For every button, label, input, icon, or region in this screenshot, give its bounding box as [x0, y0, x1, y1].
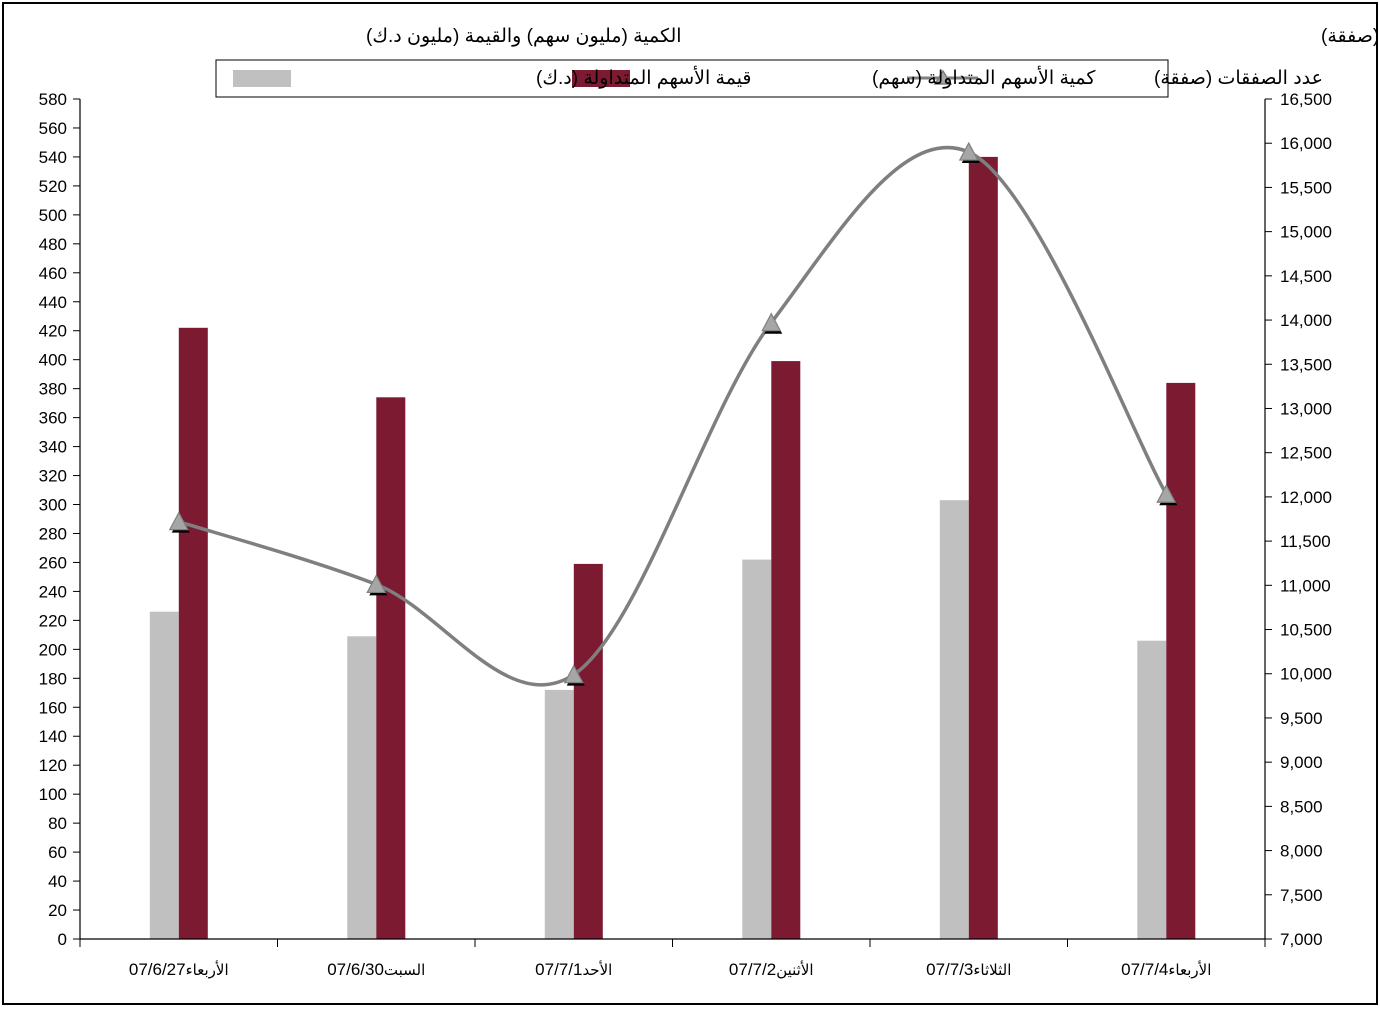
right-tick-label: 10,000: [1280, 665, 1332, 684]
left-axis-title: الكمية (مليون سهم) والقيمة (مليون د.ك): [366, 26, 682, 47]
right-tick-label: 11,500: [1280, 532, 1331, 551]
left-tick-label: 160: [39, 698, 67, 717]
left-tick-label: 140: [39, 727, 67, 746]
deals-marker: [563, 664, 584, 684]
left-tick-label: 60: [48, 843, 67, 862]
value-bar: [347, 636, 377, 939]
right-tick-label: 14,500: [1280, 267, 1332, 286]
left-tick-label: 360: [39, 409, 67, 428]
legend: عدد الصفقات (صفقة) كمية الأسهم المتداولة…: [215, 59, 1323, 98]
left-tick-label: 80: [48, 814, 67, 833]
left-tick-label: 180: [39, 669, 67, 688]
deals-marker: [366, 574, 387, 594]
legend-label-quantity: كمية الأسهم المتداولة (سهم): [872, 66, 1096, 89]
left-tick-label: 100: [39, 785, 67, 804]
left-tick-label: 440: [39, 293, 67, 312]
left-tick-label: 260: [39, 553, 67, 572]
left-tick-label: 380: [39, 380, 67, 399]
right-tick-label: 10,500: [1280, 621, 1332, 640]
left-tick-label: 420: [39, 322, 67, 341]
deals-marker: [1156, 483, 1177, 503]
quantity-bar: [376, 397, 406, 939]
deals-marker: [761, 312, 782, 332]
right-tick-label: 8,000: [1280, 842, 1323, 861]
value-bar: [1137, 640, 1167, 939]
left-tick-label: 520: [39, 177, 67, 196]
legend-value-swatch: [233, 70, 291, 87]
x-tick-label: 07/7/1الأحد: [535, 960, 612, 979]
left-tick-label: 560: [39, 119, 67, 138]
right-axis-title: عدد الصفقات (صفقة): [1321, 26, 1380, 47]
right-tick-label: 15,500: [1280, 178, 1332, 197]
right-tick-label: 8,500: [1280, 797, 1323, 816]
right-tick-label: 12,500: [1280, 444, 1332, 463]
quantity-bar: [968, 156, 998, 939]
left-tick-label: 400: [39, 351, 67, 370]
right-tick-label: 13,500: [1280, 355, 1332, 374]
right-tick-label: 11,000: [1280, 576, 1331, 595]
left-tick-label: 200: [39, 640, 67, 659]
right-tick-label: 14,000: [1280, 311, 1332, 330]
x-tick-label: 07/6/30السبت: [327, 960, 425, 979]
left-tick-label: 580: [39, 90, 67, 109]
left-tick-label: 300: [39, 496, 67, 515]
value-bar: [149, 611, 179, 939]
left-tick-label: 500: [39, 206, 67, 225]
right-tick-label: 13,000: [1280, 399, 1332, 418]
legend-item-quantity: كمية الأسهم المتداولة (سهم): [572, 66, 1096, 89]
right-tick-label: 7,500: [1280, 886, 1323, 905]
legend-label-value: قيمة الأسهم المتداولة (د.ك): [536, 66, 752, 89]
quantity-bar: [771, 361, 801, 940]
left-tick-label: 320: [39, 467, 67, 486]
left-tick-label: 460: [39, 264, 67, 283]
right-tick-label: 9,500: [1280, 709, 1323, 728]
quantity-bar: [1166, 382, 1196, 939]
legend-marker-triangle-icon: [933, 69, 953, 85]
legend-item-value: قيمة الأسهم المتداولة (د.ك): [233, 66, 752, 89]
legend-label-deals: عدد الصفقات (صفقة): [1154, 68, 1323, 89]
quantity-bar: [178, 327, 208, 939]
value-bar: [544, 689, 574, 939]
x-tick-label: 07/6/27الأربعاء: [129, 960, 229, 979]
right-tick-label: 16,500: [1280, 90, 1332, 109]
right-tick-label: 9,000: [1280, 753, 1323, 772]
deals-marker: [168, 511, 189, 531]
left-tick-label: 340: [39, 438, 67, 457]
legend-item-deals: عدد الصفقات (صفقة): [907, 68, 1323, 89]
x-tick-label: 07/7/3الثلاثاء: [926, 960, 1011, 979]
x-tick-label: 07/7/2الأثنين: [729, 960, 814, 979]
right-tick-label: 15,000: [1280, 223, 1332, 242]
right-tick-label: 7,000: [1280, 930, 1323, 949]
value-bar: [742, 559, 772, 939]
legend-quantity-swatch: [572, 70, 630, 87]
legend-box: [215, 59, 1169, 98]
x-tick-label: 07/7/4الأربعاء: [1121, 960, 1211, 979]
left-tick-label: 280: [39, 524, 67, 543]
left-tick-label: 0: [58, 930, 67, 949]
quantity-bar: [573, 563, 603, 939]
left-tick-label: 40: [48, 872, 67, 891]
deals-marker: [958, 141, 979, 161]
left-tick-label: 480: [39, 235, 67, 254]
left-tick-label: 120: [39, 756, 67, 775]
right-tick-label: 16,000: [1280, 134, 1332, 153]
plot-area: 0 20 40 60 80 100 120 140 160 180 200 220 240 260 280 3…: [39, 90, 1332, 979]
left-tick-label: 240: [39, 582, 67, 601]
left-tick-label: 20: [48, 901, 67, 920]
value-bar: [939, 500, 969, 939]
left-tick-label: 220: [39, 611, 67, 630]
left-tick-label: 540: [39, 148, 67, 167]
right-tick-label: 12,000: [1280, 488, 1332, 507]
